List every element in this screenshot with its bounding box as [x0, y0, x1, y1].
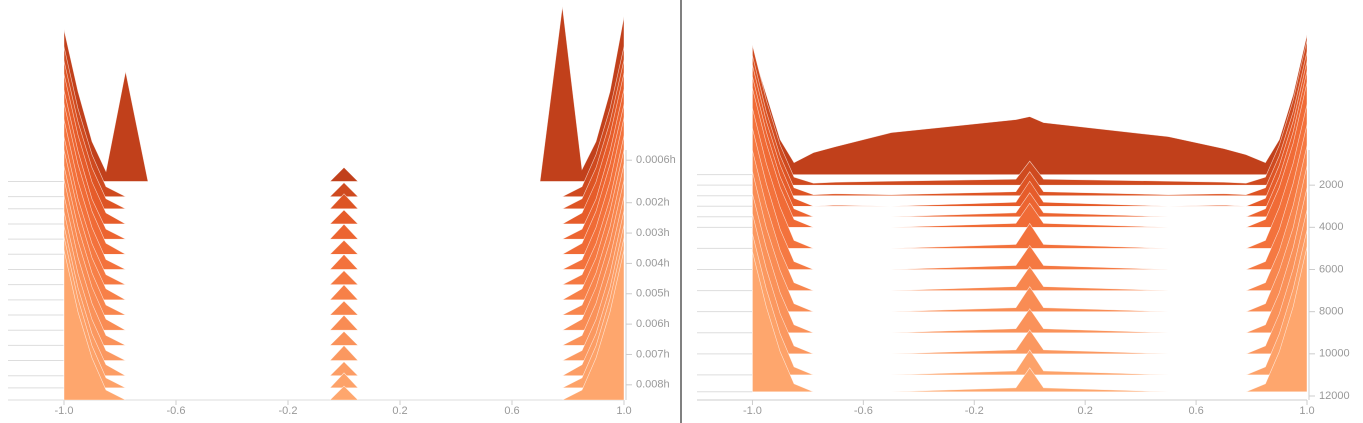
ridge — [752, 187, 1308, 334]
ridge — [63, 72, 625, 225]
y-tick-label: 0.004h — [636, 257, 670, 269]
y-tick-label: 4000 — [1319, 221, 1343, 233]
y-tick-label: 12000 — [1319, 390, 1350, 402]
ridge — [752, 209, 1308, 355]
x-tick-label: 0.6 — [504, 405, 519, 417]
ridge — [752, 51, 1308, 197]
y-tick-label: 2000 — [1319, 179, 1343, 191]
ridge — [752, 70, 1308, 218]
ridge — [63, 117, 625, 270]
ridge — [63, 46, 625, 197]
x-tick-label: 1.0 — [616, 405, 631, 417]
x-tick-label: -0.2 — [279, 405, 298, 417]
ridge — [752, 165, 1308, 312]
x-tick-label: -0.6 — [854, 405, 873, 417]
ridge — [752, 145, 1308, 291]
y-tick-label: 0.007h — [636, 348, 670, 360]
ridge — [752, 61, 1308, 207]
ridge — [752, 124, 1308, 270]
ridge — [63, 195, 625, 346]
ridge — [63, 6, 625, 182]
ridge — [752, 40, 1308, 186]
ridge — [752, 246, 1308, 393]
ridge — [63, 135, 625, 285]
y-tick-label: 0.006h — [636, 318, 670, 330]
ridge — [63, 210, 625, 361]
y-tick-label: 6000 — [1319, 263, 1343, 275]
x-tick-label: 1.0 — [1299, 405, 1314, 417]
y-tick-label: 0.0006h — [636, 154, 676, 166]
ridge — [63, 89, 625, 240]
y-tick-label: 8000 — [1319, 306, 1343, 318]
x-tick-label: -1.0 — [743, 405, 762, 417]
y-tick-label: 0.002h — [636, 197, 670, 209]
ridge — [752, 34, 1308, 175]
y-tick-label: 10000 — [1319, 348, 1350, 360]
ridge — [63, 224, 625, 377]
x-tick-label: -0.6 — [167, 405, 186, 417]
ridge — [63, 163, 625, 316]
x-tick-label: -0.2 — [965, 405, 984, 417]
y-tick-label: 0.003h — [636, 227, 670, 239]
ridge — [63, 179, 625, 331]
y-tick-label: 0.005h — [636, 288, 670, 300]
ridge — [63, 149, 625, 301]
ridge — [752, 82, 1308, 228]
x-tick-label: 0.2 — [392, 405, 407, 417]
ridge — [752, 104, 1308, 249]
x-tick-label: 0.2 — [1078, 405, 1093, 417]
ridge — [63, 249, 625, 401]
y-tick-label: 0.008h — [636, 379, 670, 391]
ridge — [63, 236, 625, 389]
x-tick-label: -1.0 — [55, 405, 74, 417]
ridge — [752, 229, 1308, 376]
ridge — [63, 103, 625, 255]
x-tick-label: 0.6 — [1188, 405, 1203, 417]
ridge — [63, 59, 625, 210]
